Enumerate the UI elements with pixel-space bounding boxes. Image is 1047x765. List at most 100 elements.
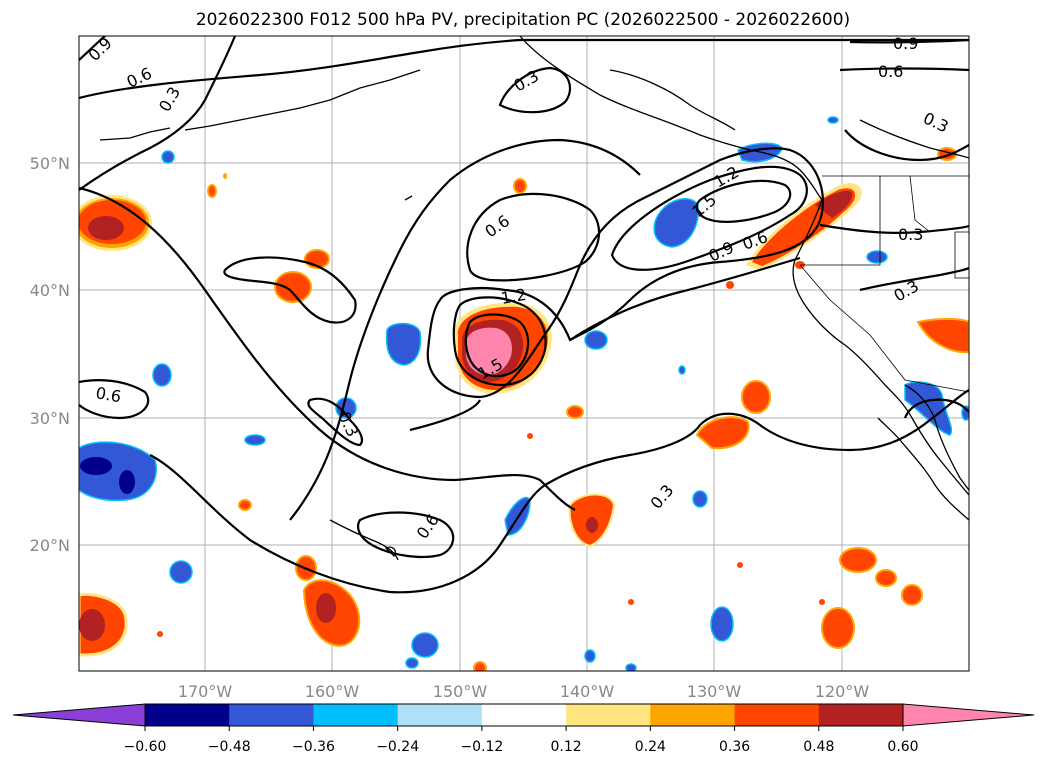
lon-label: 160°W <box>305 682 360 701</box>
precip-blob-146w-48n <box>513 178 527 194</box>
coast-hawaii-big-island <box>384 546 396 558</box>
precip-dot-174w-12n <box>157 631 163 637</box>
precip-dot-168w-49n <box>223 173 227 179</box>
precip-blob-neg-west-26n <box>79 441 157 502</box>
colorbar: −0.60 −0.48 −0.36 −0.24 −0.12 0.12 0.24 0.36 0.4… <box>12 703 1035 755</box>
contour-0.3-northeast <box>844 129 969 162</box>
figure-title: 2026022300 F012 500 hPa PV, precipitatio… <box>196 10 850 30</box>
longitude-labels: 170°W 160°W 150°W 140°W 130°W 120°W <box>178 682 870 701</box>
political-borders <box>799 175 969 393</box>
precip-blob-166w-23n <box>238 499 252 511</box>
colorbar-swatch <box>566 704 651 726</box>
lon-label: 120°W <box>815 682 870 701</box>
colorbar-tick-label: 0.48 <box>803 739 834 755</box>
colorbar-swatch-below <box>13 704 145 726</box>
colorbar-tick-label: −0.24 <box>376 739 419 755</box>
precip-blob-neg-117w-43n <box>866 250 888 264</box>
colorbar-tick-label: 0.12 <box>551 739 582 755</box>
precip-dot-127w-18n <box>737 562 743 568</box>
contour-0.6-west-dip <box>223 256 357 324</box>
lat-label: 30°N <box>30 409 70 428</box>
colorbar-tick-label: 0.60 <box>887 739 918 755</box>
precip-blob-neg-131w-22n <box>692 490 708 508</box>
colorbar-swatch <box>313 704 399 726</box>
contour-0.9-northwest <box>79 36 106 61</box>
contour-0.3-closed-north <box>498 66 572 114</box>
precip-blob-neg-171w-32n <box>152 363 172 387</box>
precip-dot-138w-15n <box>628 599 634 605</box>
precip-core-139w-21n <box>586 517 598 533</box>
coast-aleutian-chain <box>184 69 421 131</box>
lat-label: 50°N <box>30 154 70 173</box>
contour-0.3-closed-159w <box>307 397 364 447</box>
colorbar-swatch <box>734 704 820 726</box>
lon-label: 150°W <box>433 682 488 701</box>
contour-0.6-west <box>79 379 150 420</box>
precip-core-west-14n <box>79 609 105 641</box>
precip-blob-141w-30n <box>566 405 584 419</box>
contour-0.6-connector <box>409 399 481 432</box>
contour-label: 0.3 <box>898 225 923 244</box>
precip-dot-128w-40n <box>726 281 734 289</box>
pv-contours <box>79 36 969 594</box>
precip-blob-neg-154w-10n <box>405 657 419 669</box>
colorbar-swatch <box>818 704 904 726</box>
map-frame <box>78 35 970 672</box>
precip-positive-anomalies <box>79 147 969 671</box>
precip-blob-neg-170w-17n <box>169 560 193 584</box>
coastlines <box>99 36 969 561</box>
coast-aleutian-west <box>99 127 171 141</box>
colorbar-tick-label: −0.12 <box>460 739 503 755</box>
precip-blob-neg-155w-35n <box>385 322 422 366</box>
colorbar-ticks: −0.60 −0.48 −0.36 −0.24 −0.12 0.12 0.24 0.36 0.4… <box>124 726 919 755</box>
coast-island-150w-45n <box>404 195 413 201</box>
precip-blob-neg-137w-10n <box>625 663 637 671</box>
contour-0.6-trough-wrap <box>289 138 641 521</box>
contour-0.6-northeast <box>839 67 969 72</box>
precip-blob-pnw-coast <box>746 183 862 270</box>
contour-0.9-inner <box>426 147 825 399</box>
precip-blob-118w-19n <box>839 547 877 573</box>
colorbar-tick-label: −0.36 <box>292 739 335 755</box>
contour-0.3-east <box>859 266 969 292</box>
latitude-labels: 50°N 40°N 30°N 20°N <box>30 154 70 555</box>
precip-blob-128w-28n <box>695 416 750 450</box>
colorbar-tick-label: 0.24 <box>635 739 666 755</box>
contour-0.3-east-upper <box>819 223 969 234</box>
precip-blob-neg-140w-36n <box>584 330 608 350</box>
contour-label: 0.9 <box>893 34 918 53</box>
colorbar-swatch <box>397 704 483 726</box>
border-state-west <box>800 176 881 266</box>
colorbar-tick-label: −0.60 <box>124 739 167 755</box>
precip-blob-165w-40n <box>274 271 312 303</box>
coast-baja-gulf <box>904 384 969 491</box>
precip-blob-west-46n <box>79 195 152 251</box>
contour-label: 0.6 <box>94 383 122 406</box>
colorbar-tick-label: 0.36 <box>719 739 750 755</box>
precip-core-neg-west-25n <box>119 470 135 494</box>
border-us-mexico <box>904 379 969 393</box>
precip-blob-neg-121w-54n <box>827 116 839 124</box>
colorbar-swatch <box>145 704 230 726</box>
contour-0.6-closed-south <box>356 511 455 559</box>
contour-0.6-closed <box>466 192 601 282</box>
colorbar-frame <box>144 703 904 727</box>
contour-1.2-ridge <box>610 165 808 271</box>
precip-core-neg-west-27n <box>80 457 112 475</box>
contour-1.5-low <box>464 313 530 378</box>
contour-0.3-south <box>149 389 969 594</box>
contour-0.3-southeast <box>903 398 969 419</box>
precip-blob-127w-32n <box>741 380 771 414</box>
contour-1.5-ridge <box>695 179 792 223</box>
precip-blob-neg-166w-28n <box>244 434 266 446</box>
colorbar-swatch <box>229 704 314 726</box>
coast-baja-peninsula <box>877 417 969 521</box>
lat-label: 40°N <box>30 281 70 300</box>
colorbar-swatch <box>481 704 567 726</box>
coast-gulf-of-alaska <box>609 69 736 131</box>
border-state-interior <box>909 175 931 233</box>
lon-label: 170°W <box>178 682 233 701</box>
precip-blob-116w-17n <box>875 569 897 587</box>
precip-blob-neg-110w-31n <box>904 381 953 436</box>
